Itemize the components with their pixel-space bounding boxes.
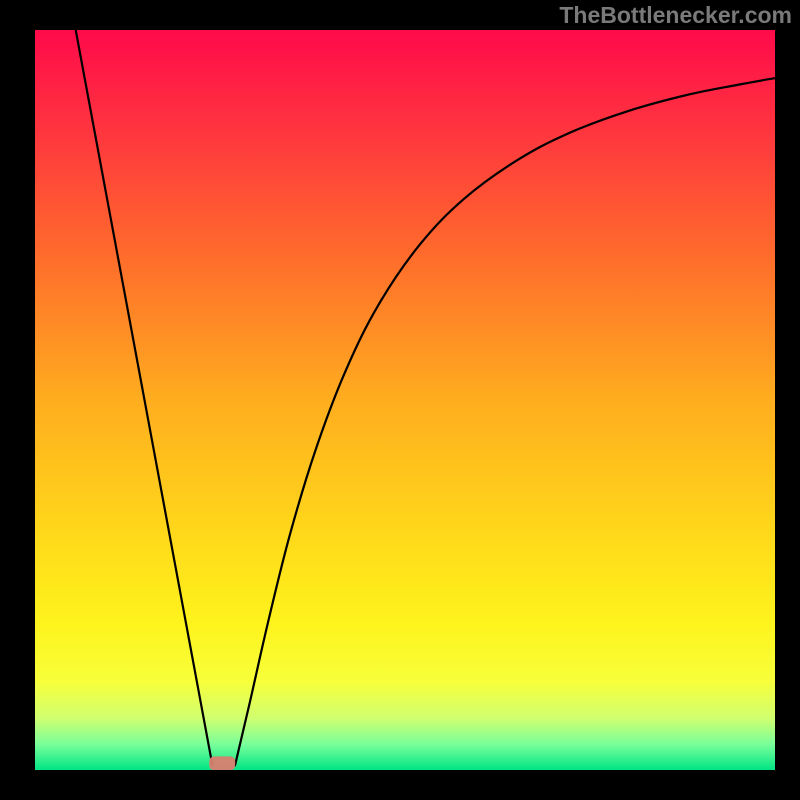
gradient-chart-svg: [35, 30, 775, 770]
watermark-text: TheBottlenecker.com: [559, 2, 792, 29]
plot-area: [35, 30, 775, 770]
chart-container: TheBottlenecker.com: [0, 0, 800, 800]
gradient-background: [35, 30, 775, 770]
minimum-marker: [209, 756, 235, 770]
